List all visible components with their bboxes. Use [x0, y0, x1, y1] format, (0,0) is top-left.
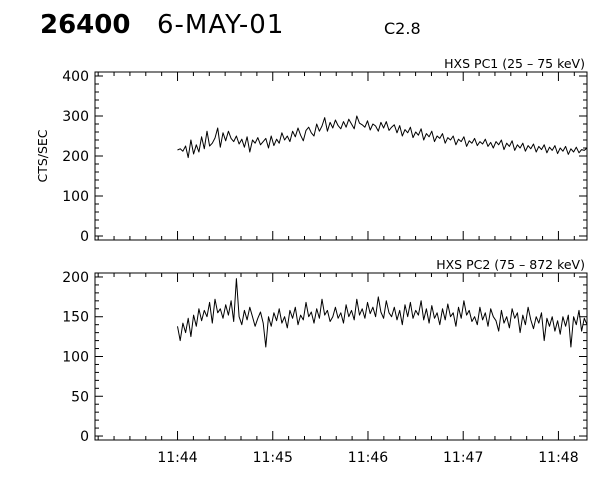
panel-2-x-tick-label: 11:44: [157, 450, 197, 466]
panel-2-x-tick-label: 11:47: [443, 450, 483, 466]
panel-2-y-tick-label: 150: [62, 310, 89, 326]
panel-1-title: HXS PC1 (25 – 75 keV): [444, 56, 585, 71]
panel-1-y-axis-label: CTS/SEC: [35, 129, 50, 182]
panel-2-y-tick-label: 200: [62, 270, 89, 286]
panel-2-x-tick-label: 11:48: [538, 450, 578, 466]
panel-1-y-tick-label: 100: [62, 189, 89, 205]
panel-2-frame: [94, 272, 588, 441]
event-number: 26400: [40, 10, 131, 40]
panel-2-count-rate-line: [177, 278, 588, 348]
panel-2-y-tick-label: 100: [62, 350, 89, 366]
panel-2-x-tick-label: 11:46: [348, 450, 388, 466]
panel-1-y-tick-label: 400: [62, 69, 89, 85]
panel-1-frame: [94, 71, 588, 241]
flare-class: C2.8: [384, 19, 421, 38]
panel-1-y-tick-label: 200: [62, 149, 89, 165]
panel-2-y-tick-label: 50: [71, 389, 89, 405]
panel-2-y-tick-label: 0: [80, 429, 89, 445]
panel-1-count-rate-line: [177, 115, 588, 159]
panel-1-y-tick-label: 300: [62, 109, 89, 125]
observation-date: 6-MAY-01: [157, 10, 285, 40]
panel-2-title: HXS PC2 (75 – 872 keV): [436, 257, 585, 272]
panel-1-y-tick-label: 0: [80, 229, 89, 245]
panel-2-x-tick-label: 11:45: [253, 450, 293, 466]
